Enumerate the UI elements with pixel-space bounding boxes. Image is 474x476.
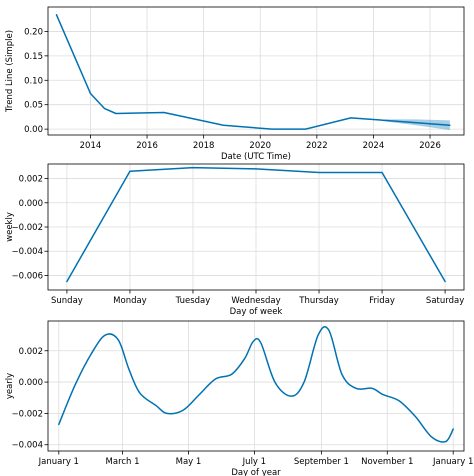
- weekly-x-axis-label: Day of week: [230, 307, 283, 317]
- weekly-y-tick-label: 0.000: [19, 199, 43, 209]
- trend-y-tick-label: 0.20: [24, 27, 43, 37]
- weekly-y-axis-label: weekly: [5, 212, 15, 242]
- weekly-series-line: [66, 166, 446, 283]
- trend-y-tick-label: 0.10: [24, 76, 43, 86]
- trend-panel: 2014 2016 2018 2020 2022 2024 2026 0.00 0.05 0.10…: [5, 6, 465, 162]
- weekly-plot-area: [47, 163, 465, 291]
- trend-x-tick-label: 2024: [363, 141, 385, 151]
- yearly-panel: January 1 March 1 May 1 July 1 September 1 No…: [5, 320, 473, 476]
- yearly-x-tick-label: January 1: [432, 457, 473, 467]
- weekly-x-tick-label: Thursday: [298, 296, 339, 306]
- weekly-y-tick-label: 0.002: [19, 175, 43, 185]
- weekly-x-tick-label: Monday: [113, 296, 147, 306]
- trend-y-tick-label: 0.00: [24, 125, 43, 135]
- trend-x-axis-label: Date (UTC Time): [221, 152, 291, 162]
- yearly-y-tick-label: −0.002: [12, 409, 43, 419]
- weekly-x-tick-label: Wednesday: [231, 296, 280, 306]
- trend-x-tick-label: 2020: [249, 141, 271, 151]
- trend-x-tick-label: 2026: [419, 141, 441, 151]
- weekly-y-tick-label: −0.006: [12, 271, 43, 281]
- yearly-x-axis-label: Day of year: [231, 468, 281, 476]
- weekly-x-tick-label: Saturday: [426, 296, 464, 306]
- trend-series-line: [55, 14, 451, 130]
- weekly-panel: Sunday Monday Tuesday Wednesday Thursday Frid…: [5, 163, 465, 317]
- yearly-y-tick-label: −0.004: [12, 441, 43, 451]
- yearly-y-axis-label: yearly: [5, 373, 15, 399]
- trend-x-tick-label: 2014: [80, 141, 102, 151]
- yearly-x-tick-label: March 1: [106, 457, 140, 467]
- yearly-y-tick-label: 0.000: [19, 378, 43, 388]
- trend-x-tick-label: 2016: [136, 141, 158, 151]
- yearly-series-line: [58, 326, 454, 443]
- trend-y-tick-label: 0.15: [24, 52, 43, 62]
- yearly-x-tick-label: September 1: [294, 457, 349, 467]
- trend-y-tick-label: 0.05: [24, 101, 43, 111]
- yearly-x-tick-label: November 1: [361, 457, 413, 467]
- weekly-x-tick-label: Tuesday: [175, 296, 211, 306]
- yearly-x-tick-label: May 1: [176, 457, 202, 467]
- trend-y-axis-label: Trend Line (Simple): [5, 30, 15, 113]
- yearly-x-tick-label: July 1: [242, 457, 266, 467]
- trend-plot-area: [47, 6, 465, 136]
- weekly-y-tick-label: −0.002: [12, 223, 43, 233]
- trend-x-tick-label: 2022: [306, 141, 328, 151]
- weekly-x-tick-label: Friday: [369, 296, 395, 306]
- yearly-x-tick-label: January 1: [38, 457, 79, 467]
- weekly-y-tick-label: −0.004: [12, 247, 43, 257]
- weekly-x-tick-label: Sunday: [51, 296, 83, 306]
- yearly-plot-area: [47, 320, 465, 452]
- yearly-y-tick-label: 0.002: [19, 347, 43, 357]
- trend-x-tick-label: 2018: [193, 141, 215, 151]
